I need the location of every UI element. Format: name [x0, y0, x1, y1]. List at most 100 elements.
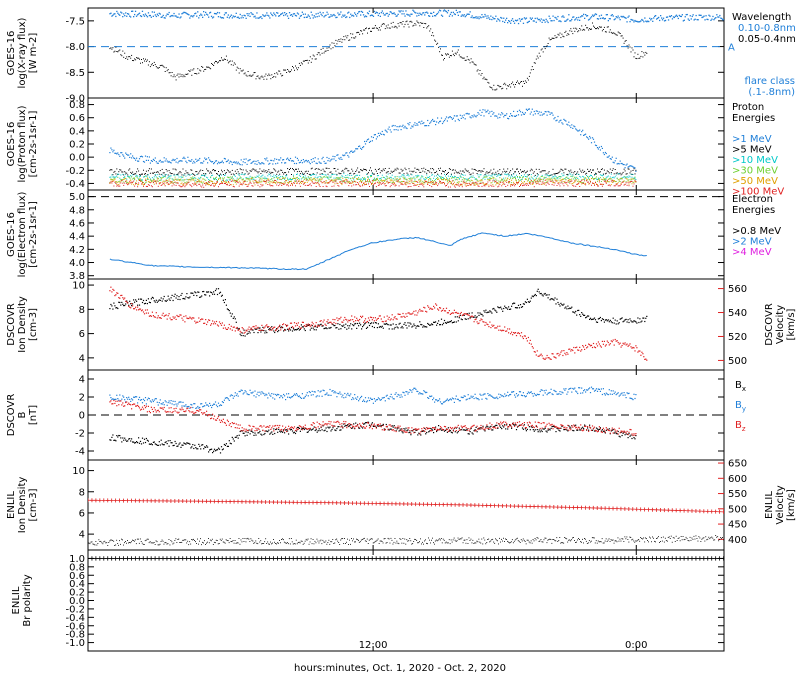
- data-point: [337, 178, 339, 180]
- data-point: [618, 185, 620, 187]
- data-point: [301, 177, 303, 179]
- data-point: [407, 183, 409, 185]
- data-point: [604, 151, 606, 154]
- data-point: [442, 54, 443, 56]
- data-point: [160, 297, 162, 299]
- data-point: [335, 16, 337, 19]
- data-point: [208, 291, 210, 293]
- data-point: [296, 173, 298, 175]
- data-point: [321, 178, 323, 180]
- data-point: [344, 326, 346, 329]
- data-point: [187, 156, 189, 158]
- data-point: [525, 108, 527, 110]
- data-point: [114, 13, 116, 15]
- data-point: [408, 175, 410, 177]
- data-point: [477, 69, 479, 71]
- data-point: [456, 179, 458, 181]
- data-point: [463, 114, 465, 116]
- data-point: [414, 11, 416, 14]
- data-point: [276, 158, 278, 160]
- data-point: [560, 302, 562, 304]
- data-point: [523, 181, 525, 183]
- data-point: [529, 182, 531, 184]
- data-point: [126, 172, 128, 174]
- data-point: [327, 322, 329, 324]
- data-point: [124, 15, 126, 17]
- data-point: [427, 12, 429, 14]
- data-point: [290, 184, 291, 186]
- data-point: [424, 14, 426, 16]
- data-point: [547, 297, 549, 299]
- data-point: [614, 160, 616, 162]
- data-point: [186, 162, 188, 164]
- data-point: [475, 178, 477, 180]
- data-point: [522, 170, 523, 172]
- data-point: [513, 110, 515, 112]
- data-point: [626, 176, 628, 178]
- data-point: [406, 178, 408, 180]
- data-point: [190, 292, 192, 294]
- data-point: [308, 179, 310, 181]
- data-point: [617, 179, 619, 181]
- data-point: [520, 176, 521, 178]
- data-point: [151, 177, 153, 179]
- data-point: [632, 19, 634, 21]
- data-point: [341, 158, 343, 160]
- data-point: [562, 183, 564, 185]
- data-point: [159, 159, 161, 161]
- data-point: [472, 183, 474, 184]
- data-point: [426, 177, 428, 179]
- data-point: [213, 178, 215, 180]
- data-point: [357, 12, 359, 15]
- data-point: [328, 178, 330, 180]
- data-point: [552, 15, 554, 17]
- data-point: [543, 170, 545, 172]
- data-point: [148, 176, 150, 178]
- data-point: [346, 178, 348, 180]
- data-point: [447, 186, 449, 188]
- data-point: [387, 173, 389, 175]
- data-point: [692, 14, 694, 16]
- data-point: [605, 181, 607, 183]
- data-point: [161, 174, 163, 176]
- data-point: [543, 182, 545, 184]
- data-point: [495, 115, 497, 117]
- data-point: [499, 116, 501, 119]
- data-point: [342, 14, 344, 16]
- data-point: [119, 177, 121, 179]
- data-point: [324, 50, 326, 52]
- data-point: [459, 11, 461, 13]
- data-point: [129, 176, 131, 178]
- data-point: [439, 324, 442, 326]
- data-point: [331, 173, 333, 175]
- data-point: [488, 174, 490, 176]
- data-point: [357, 182, 359, 183]
- data-point: [113, 13, 115, 15]
- data-point: [144, 302, 147, 304]
- data-point: [297, 180, 299, 182]
- data-point: [116, 181, 118, 183]
- data-point: [519, 304, 522, 306]
- data-point: [341, 182, 343, 184]
- data-point: [426, 172, 428, 174]
- data-point: [377, 169, 379, 170]
- data-point: [527, 21, 529, 23]
- data-point: [483, 16, 485, 18]
- data-point: [446, 12, 449, 14]
- data-point: [236, 180, 238, 182]
- data-point: [130, 303, 132, 305]
- data-point: [182, 176, 184, 178]
- data-point: [324, 327, 326, 329]
- data-point: [295, 329, 298, 331]
- data-point: [492, 184, 494, 186]
- data-point: [431, 34, 433, 36]
- data-point: [283, 177, 285, 179]
- data-point: [552, 176, 554, 178]
- data-point: [597, 185, 599, 187]
- data-point: [465, 178, 467, 180]
- data-point: [206, 158, 208, 160]
- data-point: [355, 322, 357, 325]
- data-point: [485, 309, 487, 311]
- data-point: [380, 25, 382, 27]
- data-point: [341, 184, 343, 186]
